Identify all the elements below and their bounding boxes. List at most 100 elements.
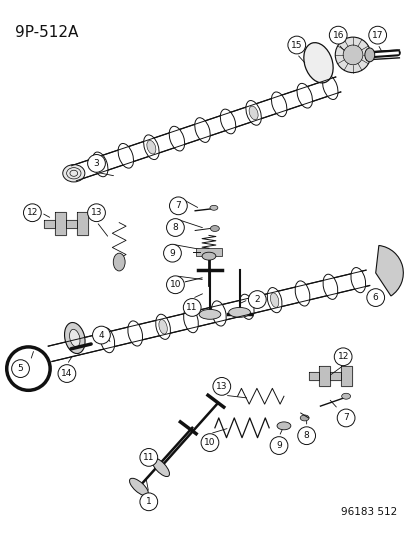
- Text: 2: 2: [254, 295, 259, 304]
- Text: 10: 10: [204, 438, 215, 447]
- Circle shape: [201, 434, 218, 451]
- Ellipse shape: [322, 274, 337, 300]
- Ellipse shape: [100, 328, 114, 353]
- Circle shape: [12, 360, 29, 377]
- Circle shape: [248, 290, 266, 309]
- Polygon shape: [319, 366, 330, 386]
- Polygon shape: [66, 220, 76, 228]
- Text: 9P-512A: 9P-512A: [14, 25, 78, 41]
- Ellipse shape: [143, 135, 159, 159]
- Circle shape: [88, 204, 105, 222]
- Polygon shape: [55, 212, 66, 236]
- Ellipse shape: [239, 294, 254, 319]
- Text: 11: 11: [143, 453, 154, 462]
- Polygon shape: [340, 366, 351, 386]
- Circle shape: [368, 26, 386, 44]
- Bar: [196, 248, 221, 256]
- Ellipse shape: [276, 422, 290, 430]
- Ellipse shape: [152, 458, 169, 477]
- Ellipse shape: [169, 126, 184, 151]
- Text: 8: 8: [303, 431, 309, 440]
- Polygon shape: [76, 212, 88, 236]
- Text: 15: 15: [290, 41, 302, 50]
- Circle shape: [24, 204, 41, 222]
- Circle shape: [337, 409, 354, 427]
- Circle shape: [163, 244, 181, 262]
- Circle shape: [270, 437, 287, 455]
- Circle shape: [58, 365, 76, 382]
- Ellipse shape: [159, 320, 167, 334]
- Circle shape: [287, 36, 305, 54]
- Circle shape: [166, 276, 184, 294]
- Circle shape: [297, 427, 315, 445]
- Ellipse shape: [211, 301, 225, 326]
- Ellipse shape: [93, 152, 108, 177]
- Ellipse shape: [270, 293, 278, 308]
- Text: 1: 1: [145, 497, 151, 506]
- Ellipse shape: [129, 478, 148, 496]
- Circle shape: [88, 155, 105, 172]
- Circle shape: [169, 197, 187, 215]
- Text: 9: 9: [275, 441, 281, 450]
- Circle shape: [140, 449, 157, 466]
- Ellipse shape: [220, 109, 235, 134]
- Ellipse shape: [249, 106, 258, 120]
- Text: 5: 5: [18, 364, 24, 373]
- Text: 12: 12: [26, 208, 38, 217]
- Wedge shape: [375, 246, 402, 296]
- Circle shape: [366, 289, 384, 306]
- Ellipse shape: [350, 268, 365, 293]
- Text: 96183 512: 96183 512: [340, 506, 396, 516]
- Ellipse shape: [113, 253, 125, 271]
- Polygon shape: [44, 220, 55, 228]
- Ellipse shape: [294, 281, 309, 306]
- Ellipse shape: [63, 165, 85, 182]
- Ellipse shape: [147, 140, 156, 154]
- Ellipse shape: [271, 92, 286, 117]
- Text: 6: 6: [372, 293, 377, 302]
- Ellipse shape: [202, 252, 215, 260]
- Ellipse shape: [303, 43, 332, 83]
- Text: 17: 17: [371, 30, 382, 39]
- Ellipse shape: [299, 415, 309, 421]
- Ellipse shape: [210, 225, 219, 231]
- Ellipse shape: [69, 329, 80, 347]
- Ellipse shape: [296, 83, 312, 108]
- Text: 14: 14: [61, 369, 72, 378]
- Circle shape: [183, 298, 201, 316]
- Ellipse shape: [267, 287, 281, 313]
- Circle shape: [166, 219, 184, 237]
- Text: 3: 3: [93, 159, 99, 168]
- Text: 4: 4: [98, 330, 104, 340]
- Text: 10: 10: [169, 280, 181, 289]
- Text: 7: 7: [175, 201, 181, 211]
- Circle shape: [335, 37, 370, 72]
- Ellipse shape: [228, 308, 250, 317]
- Ellipse shape: [128, 321, 142, 346]
- Circle shape: [342, 45, 362, 64]
- Polygon shape: [330, 372, 340, 381]
- Circle shape: [140, 493, 157, 511]
- Text: 8: 8: [172, 223, 178, 232]
- Ellipse shape: [64, 322, 85, 353]
- Ellipse shape: [183, 308, 198, 333]
- Ellipse shape: [194, 118, 210, 142]
- Ellipse shape: [199, 310, 220, 319]
- Text: 16: 16: [332, 30, 343, 39]
- Text: 11: 11: [186, 303, 197, 312]
- Ellipse shape: [118, 143, 133, 168]
- Circle shape: [333, 348, 351, 366]
- Ellipse shape: [322, 75, 337, 100]
- Polygon shape: [308, 372, 319, 381]
- Circle shape: [93, 326, 110, 344]
- Text: 13: 13: [216, 382, 227, 391]
- Ellipse shape: [155, 314, 170, 340]
- Ellipse shape: [209, 205, 217, 210]
- Ellipse shape: [364, 48, 374, 62]
- Text: 13: 13: [90, 208, 102, 217]
- Text: 7: 7: [342, 414, 348, 423]
- Circle shape: [212, 377, 230, 395]
- Text: 12: 12: [337, 352, 348, 361]
- Ellipse shape: [245, 101, 261, 125]
- Text: 9: 9: [169, 249, 175, 257]
